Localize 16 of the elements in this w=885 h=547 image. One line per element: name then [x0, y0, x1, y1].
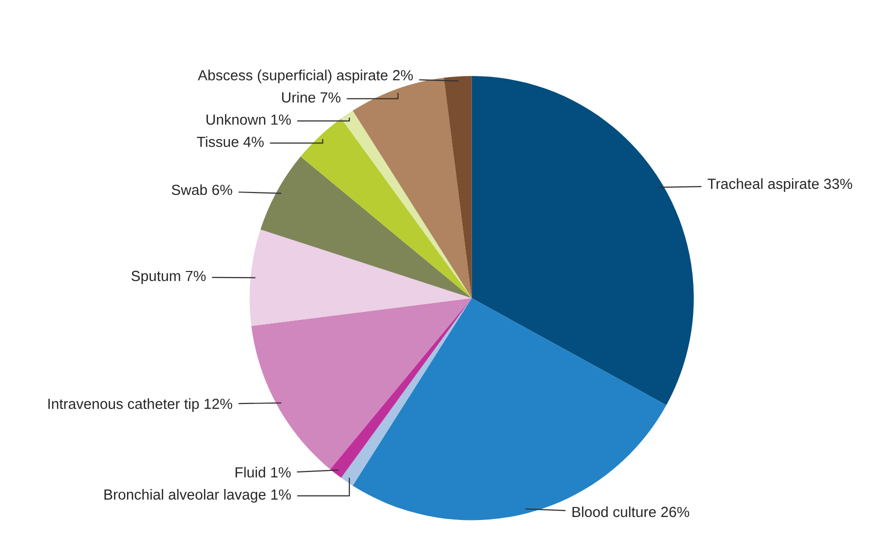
slice-label: Tissue 4% [196, 136, 264, 148]
slice-label: Bronchial alveolar lavage 1% [104, 489, 291, 503]
slice-label: Intravenous catheter tip 12% [48, 398, 232, 412]
slice-label: Unknown 1% [206, 114, 291, 125]
slice-label: Blood culture 26% [572, 506, 690, 518]
slice-label: Urine 7% [282, 92, 340, 103]
slice-label: Fluid 1% [236, 466, 291, 478]
pie-slice [260, 156, 472, 298]
pie-slice [472, 76, 694, 406]
slice-label: Sputum 7% [131, 270, 206, 284]
slice-label: Swab 6% [172, 184, 232, 196]
pie-slice [300, 118, 472, 298]
slice-label: Tracheal aspirate 33% [708, 178, 852, 192]
pie-slice [341, 110, 472, 298]
slice-label: Abscess (superficial) aspirate 2% [198, 70, 413, 84]
pie-slice [250, 229, 472, 326]
